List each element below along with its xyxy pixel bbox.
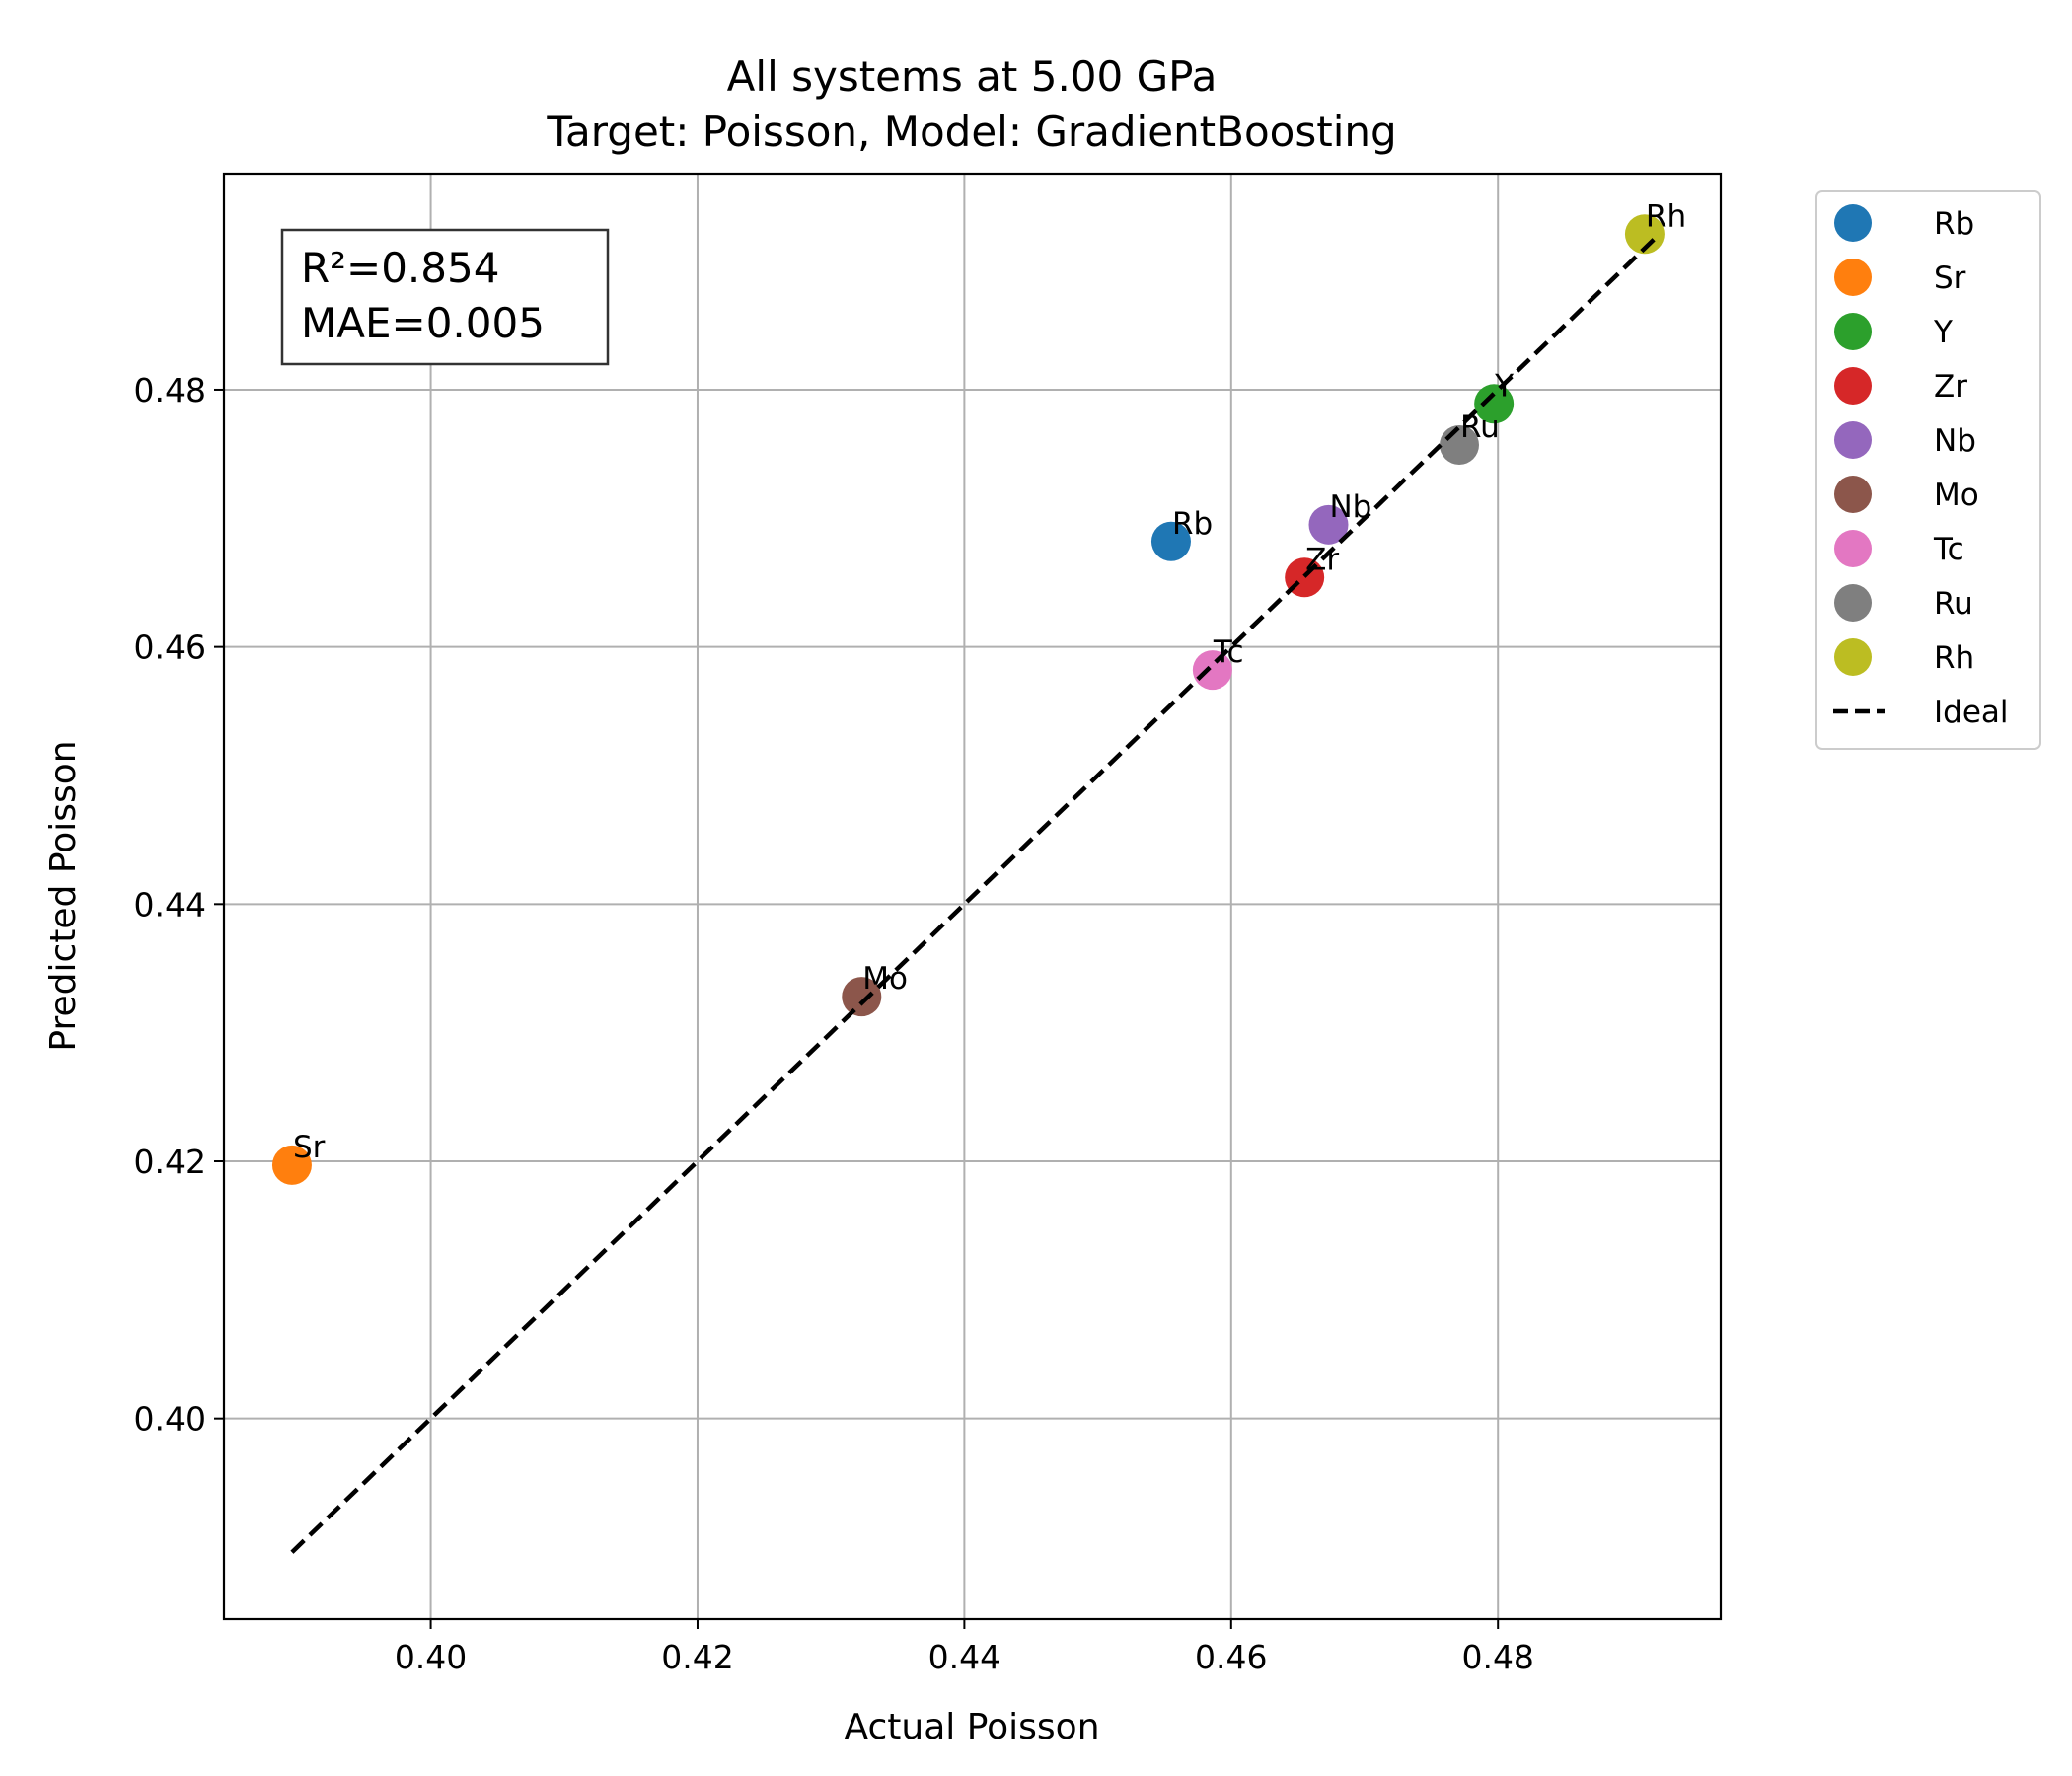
- legend-marker-rb: [1834, 204, 1872, 242]
- point-label-ru: Ru: [1460, 409, 1500, 445]
- legend-label-zr: Zr: [1934, 369, 1967, 405]
- legend-frame: [1815, 190, 2041, 750]
- x-tick-label: 0.48: [1461, 1638, 1533, 1676]
- grid-lines: [224, 174, 1721, 1619]
- point-mo: [842, 977, 882, 1017]
- legend: Rb Sr Y Zr Nb Mo Tc Ru Rh Ideal: [1815, 190, 2041, 750]
- ideal-line: [290, 233, 1661, 1554]
- y-tick-label: 0.40: [134, 1400, 206, 1439]
- legend-label-rh: Rh: [1934, 640, 1974, 676]
- point-sr: [271, 1145, 312, 1185]
- point-tc: [1192, 650, 1232, 691]
- legend-label-tc: Tc: [1933, 532, 1964, 567]
- point-label-tc: Tc: [1213, 634, 1244, 670]
- x-tick-label: 0.44: [928, 1638, 1000, 1676]
- legend-label-ru: Ru: [1934, 586, 1973, 622]
- data-points: [271, 214, 1665, 1185]
- plot-area-frame: [222, 172, 1723, 1621]
- point-rb: [1150, 521, 1191, 561]
- axis-ticks: 0.40 0.42 0.44 0.46 0.48 0.40 0.42 0.44 0.46 0.48: [134, 371, 1534, 1676]
- point-label-sr: Sr: [293, 1130, 326, 1165]
- legend-marker-y: [1834, 313, 1872, 350]
- legend-marker-tc: [1834, 530, 1872, 567]
- point-labels: Rb Sr Y Zr Nb Mo Tc Ru Rh: [293, 198, 1686, 1165]
- legend-label-sr: Sr: [1934, 260, 1966, 296]
- legend-marker-zr: [1834, 367, 1872, 405]
- mae-text: MAE=0.005: [301, 299, 545, 347]
- legend-label-nb: Nb: [1934, 423, 1976, 459]
- x-tick-label: 0.42: [661, 1638, 733, 1676]
- legend-marker-mo: [1834, 476, 1872, 513]
- stats-box: R²=0.854 MAE=0.005: [280, 228, 610, 366]
- chart-subtitle: Target: Poisson, Model: GradientBoosting: [546, 108, 1396, 156]
- point-label-rb: Rb: [1172, 506, 1213, 542]
- x-tick-label: 0.46: [1195, 1638, 1267, 1676]
- stats-box-frame: [280, 228, 610, 366]
- y-tick-label: 0.46: [134, 629, 206, 667]
- legend-label-rb: Rb: [1934, 206, 1974, 242]
- legend-marker-ru: [1834, 584, 1872, 622]
- point-label-nb: Nb: [1329, 489, 1371, 525]
- legend-label-mo: Mo: [1934, 478, 1979, 513]
- legend-items: Rb Sr Y Zr Nb Mo Tc Ru Rh Ideal: [1833, 204, 2009, 730]
- point-label-y: Y: [1494, 368, 1514, 404]
- point-label-rh: Rh: [1646, 198, 1686, 234]
- legend-marker-rh: [1834, 638, 1872, 676]
- x-tick-label: 0.40: [395, 1638, 467, 1676]
- y-tick-label: 0.48: [134, 371, 206, 409]
- y-tick-label: 0.42: [134, 1143, 206, 1181]
- legend-marker-nb: [1834, 421, 1872, 459]
- chart-title: All systems at 5.00 GPa: [727, 52, 1218, 101]
- point-label-mo: Mo: [862, 961, 908, 997]
- point-nb: [1308, 504, 1349, 545]
- x-axis-label: Actual Poisson: [844, 1707, 1099, 1747]
- y-tick-label: 0.44: [134, 885, 206, 924]
- legend-label-ideal: Ideal: [1934, 695, 2009, 730]
- legend-label-y: Y: [1933, 315, 1953, 350]
- legend-marker-sr: [1834, 259, 1872, 296]
- y-axis-label: Predicted Poisson: [43, 740, 84, 1051]
- point-label-zr: Zr: [1305, 542, 1339, 577]
- r2-text: R²=0.854: [301, 244, 499, 292]
- point-y: [1474, 384, 1515, 424]
- ideal-line-group: [290, 233, 1661, 1554]
- point-rh: [1624, 214, 1665, 255]
